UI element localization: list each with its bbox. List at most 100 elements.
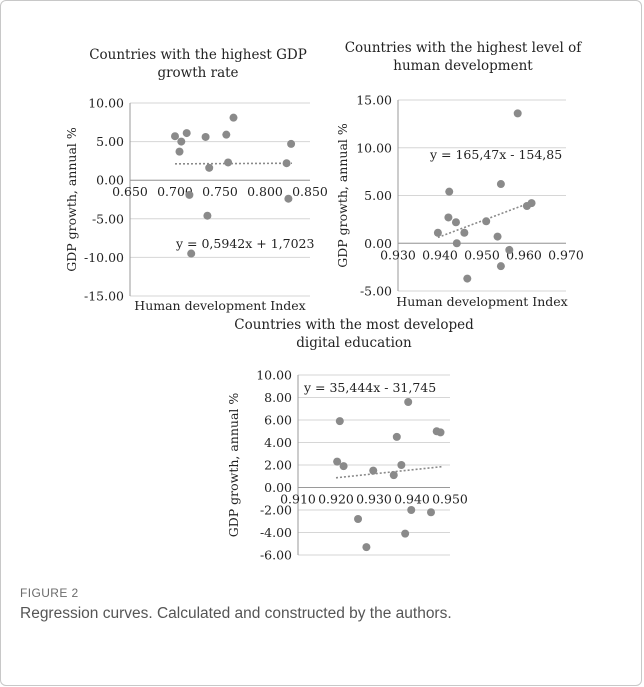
x-tick-label: 0.650 <box>112 184 148 199</box>
y-tick-label: 10.00 <box>88 96 124 111</box>
x-tick-label: 0.970 <box>548 247 584 262</box>
x-tick-label: 0.920 <box>318 492 354 507</box>
y-tick-label: 5.00 <box>96 134 124 149</box>
y-tick-label: 6.00 <box>264 413 292 428</box>
x-tick-label: 0.910 <box>280 492 316 507</box>
y-tick-label: 15.00 <box>356 93 392 108</box>
y-tick-label: 0.00 <box>364 236 392 251</box>
chart-title-line: Countries with the most developed <box>234 317 474 333</box>
y-axis-label: GDP growth, annual % <box>64 127 79 272</box>
charts-canvas: Countries with the highest GDP growth rat… <box>64 40 584 563</box>
y-tick-label: 10.00 <box>256 368 292 383</box>
chart-title-line: Countries with the highest GDP <box>89 47 307 63</box>
x-tick-label: 0.950 <box>432 492 468 507</box>
chart-title-line: human development <box>393 58 533 74</box>
data-point <box>335 417 344 426</box>
y-tick-label: 2.00 <box>264 458 292 473</box>
data-point <box>185 190 194 199</box>
data-point <box>505 245 514 254</box>
x-tick-label: 0.750 <box>202 184 238 199</box>
data-point <box>496 262 505 271</box>
chart-title-line: digital education <box>296 335 412 351</box>
data-point <box>392 432 401 441</box>
data-point <box>445 187 454 196</box>
y-tick-label: -5.00 <box>360 284 392 299</box>
trendline <box>437 201 533 239</box>
y-tick-label: 0.00 <box>264 480 292 495</box>
x-tick-label: 0.930 <box>356 492 392 507</box>
data-point <box>203 211 212 220</box>
x-tick-label: 0.930 <box>380 247 416 262</box>
data-point <box>171 132 179 141</box>
data-point <box>287 139 296 148</box>
data-point <box>389 471 398 480</box>
x-tick-label: 0.700 <box>157 184 193 199</box>
y-tick-label: 10.00 <box>356 140 392 155</box>
data-point <box>436 428 445 437</box>
trendline <box>335 465 443 479</box>
data-point <box>362 543 371 552</box>
y-axis-label: GDP growth, annual % <box>335 123 350 268</box>
data-point <box>182 129 191 138</box>
data-point <box>513 109 522 118</box>
x-axis-label: Human development Index <box>396 294 567 309</box>
y-tick-label: 5.00 <box>364 188 392 203</box>
data-point <box>175 147 184 156</box>
x-tick-label: 0.950 <box>464 247 500 262</box>
data-point <box>284 194 293 203</box>
data-point <box>496 180 505 189</box>
data-point <box>401 529 410 538</box>
data-point <box>444 213 453 222</box>
y-tick-label: -15.00 <box>84 289 124 304</box>
x-tick-label: 0.850 <box>292 184 328 199</box>
data-point <box>463 274 472 283</box>
figure-caption: Regression curves. Calculated and constr… <box>20 605 452 622</box>
regression-equation: y = 0,5942x + 1,7023 <box>175 236 314 251</box>
data-point <box>427 508 435 517</box>
data-point <box>224 158 233 167</box>
data-point <box>177 137 186 146</box>
data-point <box>451 218 460 227</box>
data-point <box>187 249 196 258</box>
regression-equation: y = 165,47x - 154,85 <box>429 147 562 162</box>
data-point <box>493 232 502 241</box>
data-point <box>482 217 491 226</box>
y-tick-label: -6.00 <box>260 548 292 563</box>
x-tick-label: 0.960 <box>506 247 542 262</box>
data-point <box>452 239 461 248</box>
y-tick-label: -4.00 <box>260 525 292 540</box>
y-axis-label: GDP growth, annual % <box>226 393 241 538</box>
y-tick-label: 4.00 <box>264 435 292 450</box>
chart-title-line: growth rate <box>157 65 238 81</box>
y-tick-label: -10.00 <box>84 250 124 265</box>
data-point <box>369 466 378 475</box>
chart-human-development: Countries with the highest level of human… <box>335 40 584 309</box>
data-point <box>433 228 442 237</box>
chart-title-line: Countries with the highest level of <box>345 40 583 56</box>
data-point <box>222 130 231 139</box>
y-tick-label: -5.00 <box>92 211 124 226</box>
data-point <box>333 457 342 466</box>
figure-label: FIGURE 2 <box>20 586 79 600</box>
x-tick-label: 0.940 <box>394 492 430 507</box>
chart-digital-education: Countries with the most developed digital… <box>226 317 474 563</box>
data-point <box>339 462 348 471</box>
x-axis-label: Human development Index <box>134 298 305 313</box>
y-tick-label: 0.00 <box>96 173 124 188</box>
x-tick-label: 0.940 <box>422 247 458 262</box>
chart-gdp-growth: Countries with the highest GDP growth rat… <box>64 47 328 313</box>
data-point <box>354 515 363 523</box>
y-tick-label: -2.00 <box>260 503 292 518</box>
data-point <box>407 506 416 514</box>
data-point <box>460 228 469 237</box>
data-point <box>282 159 291 168</box>
data-point <box>404 398 413 406</box>
data-point <box>397 461 406 469</box>
regression-equation: y = 35,444x - 31,745 <box>303 380 436 395</box>
y-tick-label: 8.00 <box>264 390 292 405</box>
data-point <box>229 113 238 122</box>
trendline <box>174 162 293 165</box>
x-tick-label: 0.800 <box>247 184 283 199</box>
data-point <box>205 163 214 172</box>
